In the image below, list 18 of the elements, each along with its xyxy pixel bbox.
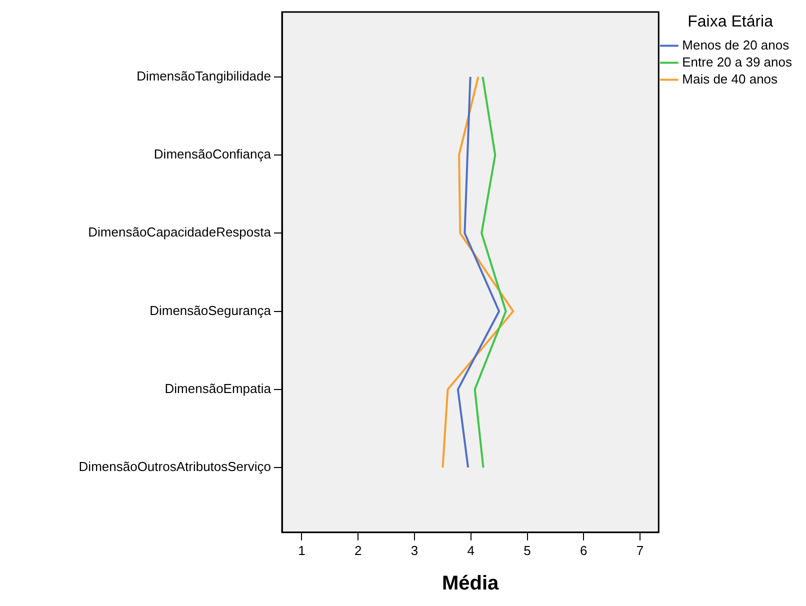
- legend-title: Faixa Etária: [688, 13, 774, 30]
- x-tick-label: 7: [636, 542, 644, 558]
- y-tick-label: DimensãoConfiança: [154, 146, 272, 162]
- legend-label: Menos de 20 anos: [682, 37, 790, 52]
- x-tick-label: 1: [298, 542, 306, 558]
- legend-label: Mais de 40 anos: [682, 71, 778, 86]
- y-tick-label: DimensãoTangibilidade: [136, 68, 271, 84]
- legend-label: Entre 20 a 39 anos: [682, 54, 792, 70]
- x-axis-title: Média: [442, 572, 500, 595]
- y-tick-label: DimensãoEmpatia: [164, 380, 272, 396]
- x-tick-label: 3: [410, 542, 418, 558]
- y-tick-label: DimensãoCapacidadeResposta: [88, 224, 272, 240]
- x-tick-label: 5: [524, 542, 531, 558]
- x-tick-label: 4: [467, 542, 474, 558]
- x-tick-label: 6: [580, 542, 588, 558]
- x-tick-label: 2: [354, 542, 362, 558]
- y-tick-label: DimensãoSegurança: [150, 302, 272, 318]
- y-tick-label: DimensãoOutrosAtributosServiço: [78, 459, 271, 474]
